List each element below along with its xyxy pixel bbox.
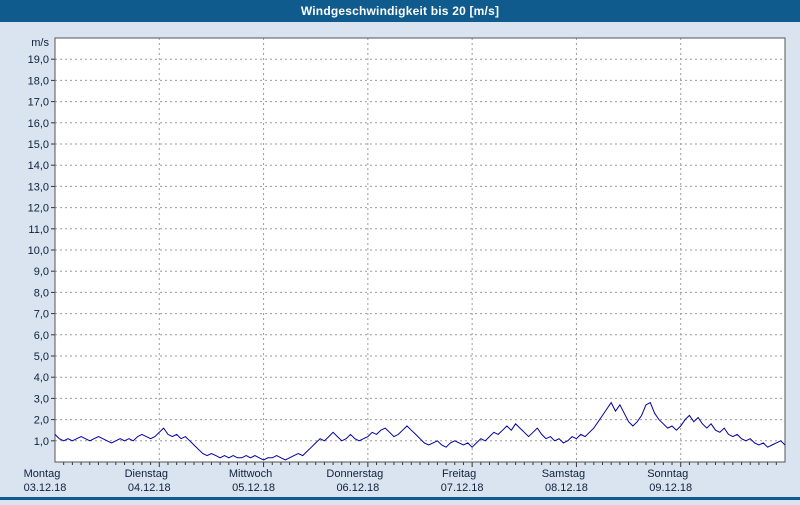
y-axis-tick-label: 1,0: [34, 436, 49, 448]
bottom-border: [0, 497, 800, 500]
x-axis-date-label: 06.12.18: [336, 482, 379, 494]
y-axis-tick-label: 15,0: [28, 139, 49, 151]
x-axis-day-label: Sonntag: [647, 468, 688, 480]
y-axis-tick-label: 17,0: [28, 97, 49, 109]
x-axis-day-label: Mittwoch: [229, 468, 272, 480]
y-axis-tick-label: 2,0: [34, 415, 49, 427]
title-bar: Windgeschwindigkeit bis 20 [m/s]: [0, 0, 800, 22]
y-axis-tick-label: 14,0: [28, 160, 49, 172]
chart-area: 19,0 18,0 17,0 16,0 15,0 14,0 13,0 12,0 11,0 10,0…: [0, 22, 800, 500]
plot-border: [54, 37, 786, 463]
x-axis-date-label: 05.12.18: [232, 482, 275, 494]
x-axis-day-label: Dienstag: [125, 468, 168, 480]
y-axis-tick-label: 11,0: [28, 224, 49, 236]
y-axis-tick-label: 9,0: [34, 266, 49, 278]
wind-speed-line: [54, 401, 786, 461]
y-axis-tick-label: 6,0: [34, 330, 49, 342]
y-axis-tick-label: 4,0: [34, 372, 49, 384]
y-axis-tick-label: 5,0: [34, 351, 49, 363]
y-axis-tick-label: 10,0: [28, 245, 49, 257]
y-axis-unit-label: m/s: [31, 37, 49, 49]
y-axis-tick-label: 3,0: [34, 393, 49, 405]
x-axis-date-label: 07.12.18: [441, 482, 484, 494]
chart-title: Windgeschwindigkeit bis 20 [m/s]: [300, 4, 500, 18]
y-axis-tick-label: 12,0: [28, 203, 49, 215]
y-axis-tick-label: 19,0: [28, 54, 49, 66]
x-axis-date-label: 08.12.18: [545, 482, 588, 494]
x-axis-date-label: 04.12.18: [128, 482, 171, 494]
y-axis-tick-label: 8,0: [34, 287, 49, 299]
x-axis-day-label: Montag: [24, 468, 61, 480]
y-axis-tick-label: 7,0: [34, 309, 49, 321]
y-axis-tick-label: 16,0: [28, 118, 49, 130]
wind-speed-chart: 19,0 18,0 17,0 16,0 15,0 14,0 13,0 12,0 11,0 10,0…: [24, 37, 786, 494]
x-axis-day-label: Samstag: [542, 468, 585, 480]
x-axis-date-label: 03.12.18: [24, 482, 67, 494]
y-axis-tick-label: 18,0: [28, 75, 49, 87]
x-axis-date-label: 09.12.18: [649, 482, 692, 494]
x-axis-day-label: Donnerstag: [326, 468, 383, 480]
y-axis-tick-label: 13,0: [28, 181, 49, 193]
x-axis-day-label: Freitag: [442, 468, 476, 480]
